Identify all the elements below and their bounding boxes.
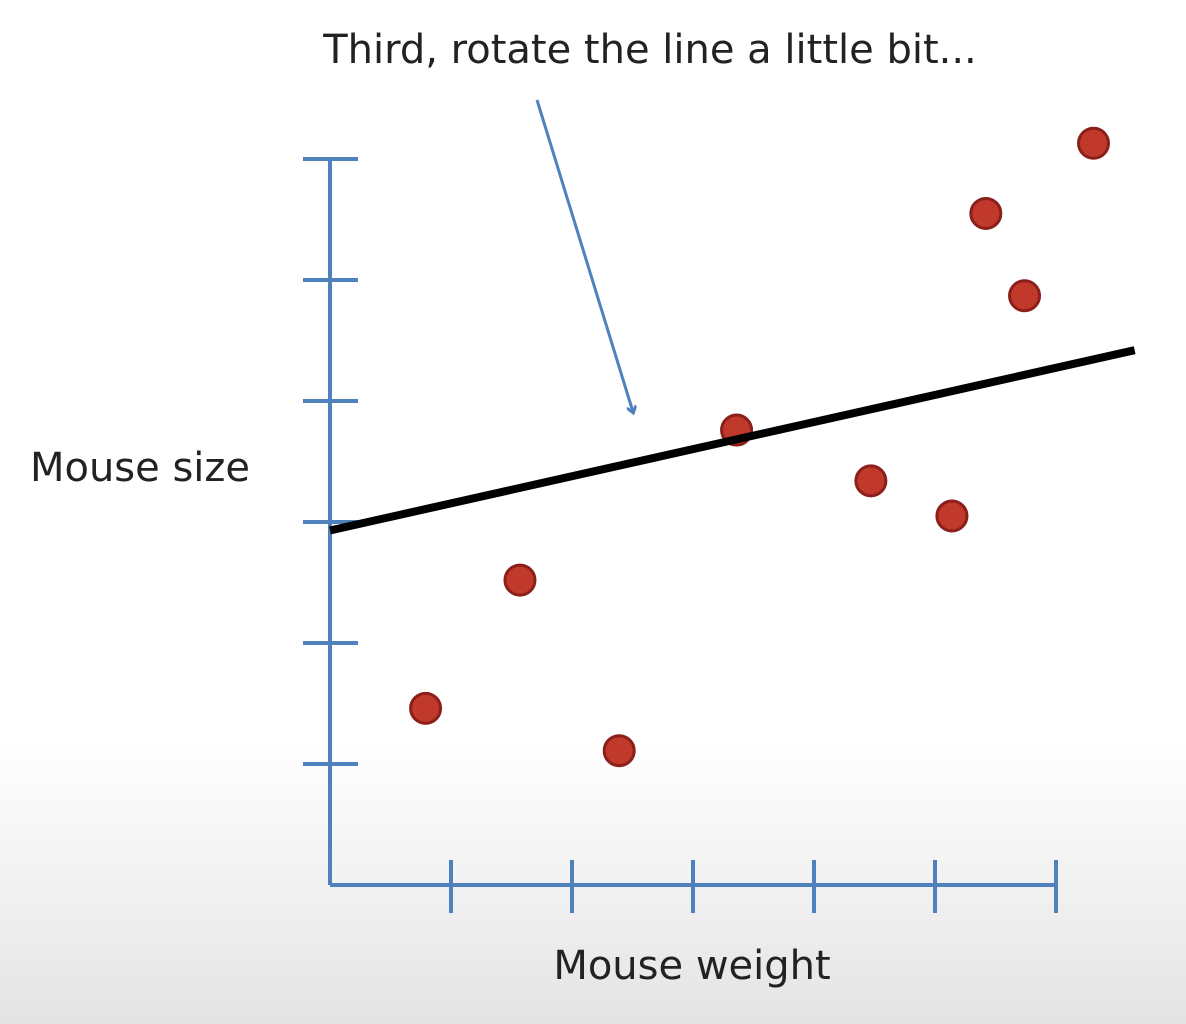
data-point: [1008, 279, 1042, 313]
x-axis-label: Mouse weight: [553, 943, 830, 989]
data-point: [1077, 126, 1111, 160]
y-axis-label: Mouse size: [30, 445, 250, 491]
data-point: [503, 563, 537, 597]
data-point: [409, 691, 443, 725]
data-point: [854, 464, 888, 498]
data-point: [969, 196, 1003, 230]
data-point: [602, 734, 636, 768]
fit-line: [329, 346, 1136, 535]
annotation-arrow: [535, 99, 633, 412]
annotation: Third, rotate the line a little bit...: [322, 27, 977, 73]
data-point: [935, 499, 969, 533]
